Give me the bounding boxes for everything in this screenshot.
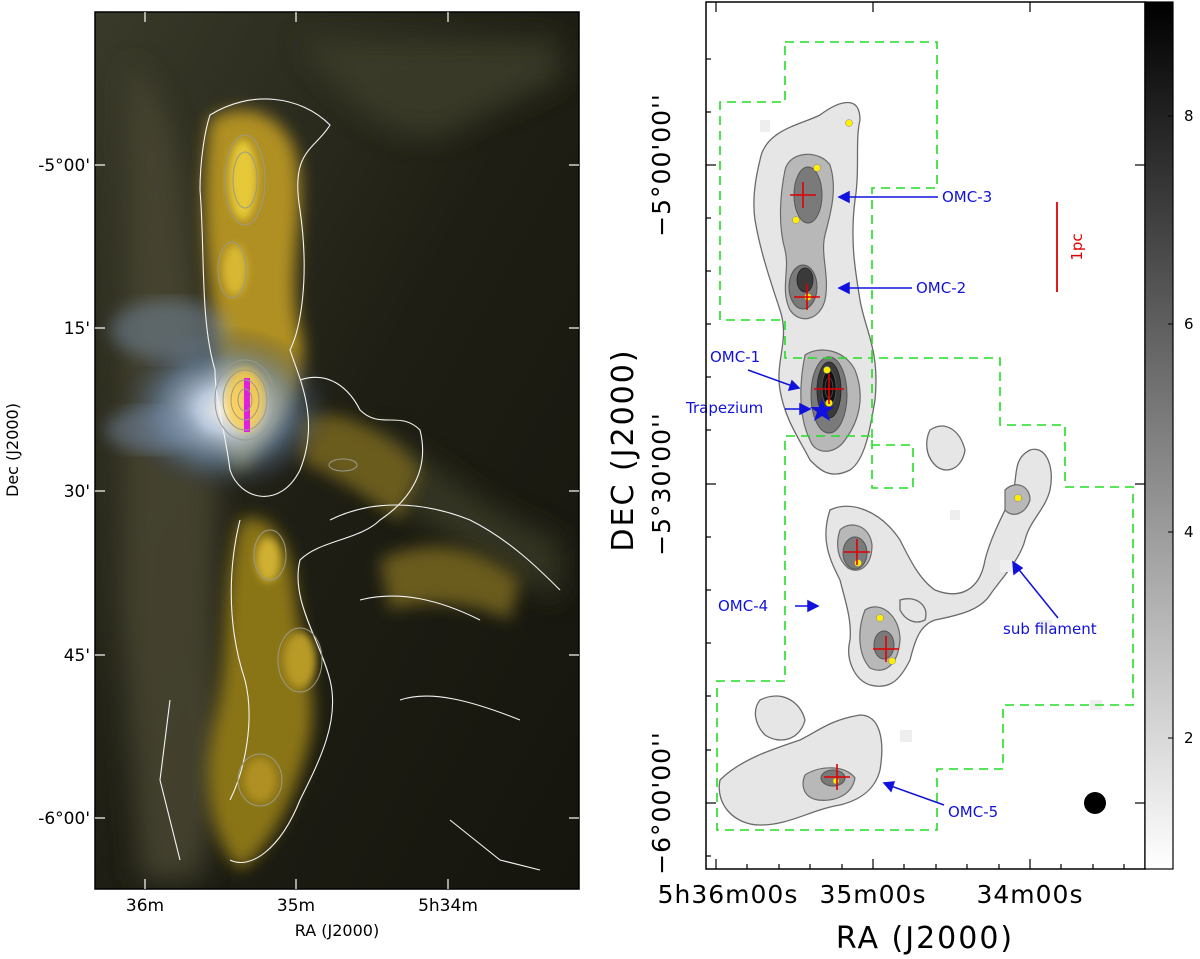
- left-dec-label-0: -5°00': [38, 156, 90, 176]
- grey-contours: [214, 134, 358, 807]
- right-dec-label-2: −6°00'00'': [647, 731, 676, 875]
- left-ra-label-1: 35m: [277, 896, 315, 916]
- annotation-omc3: OMC-3: [942, 188, 992, 206]
- colorbar-label-0: 8: [1184, 107, 1194, 125]
- left-x-axis-title: RA (J2000): [295, 921, 379, 940]
- right-ticks: [706, 2, 1145, 869]
- trapezium-star-icon: [810, 398, 834, 421]
- right-dec-label-1: −5°30'00'': [647, 412, 676, 556]
- left-dec-label-2: 30': [64, 482, 90, 502]
- colorbar-label-1: 6: [1184, 315, 1194, 333]
- left-dec-label-4: -6°00': [38, 809, 90, 829]
- left-dec-label-3: 45': [64, 646, 90, 666]
- right-panel: OMC-3 OMC-2 OMC-4 sub filament OMC-5 1pc…: [606, 1, 1194, 956]
- right-ra-label-1: 35m00s: [819, 880, 926, 909]
- annotation-omc4: OMC-4: [718, 597, 768, 615]
- column-density-map: OMC-3 OMC-2 OMC-4 sub filament OMC-5 1pc: [716, 41, 1134, 831]
- colorbar: [1144, 1, 1174, 870]
- annotation-trapezium-outer: Trapezium: [685, 399, 763, 417]
- annotation-omc1-outer: OMC-1: [710, 348, 760, 366]
- scale-bar-label: 1pc: [1068, 233, 1086, 260]
- right-dec-label-0: −5°00'00'': [647, 93, 676, 237]
- herschel-composite-image: [95, 12, 579, 889]
- red-cross-markers: [790, 182, 899, 790]
- left-dec-label-1: 15': [64, 319, 90, 339]
- right-y-axis-title: DEC (J2000): [606, 348, 641, 551]
- annotation-sub-filament: sub filament: [1003, 620, 1097, 638]
- colorbar-label-2: 4: [1184, 523, 1194, 541]
- colorbar-label-3: 2: [1184, 729, 1194, 747]
- left-frame: [94, 11, 580, 890]
- omc1-marker: [244, 378, 250, 432]
- white-contours: [159, 98, 561, 871]
- left-inner-ticks: [95, 12, 579, 889]
- colorbar-ticks: [1168, 115, 1173, 739]
- annotation-omc5: OMC-5: [948, 803, 998, 821]
- left-panel: -5°00' 15' 30' 45' -6°00' 36m 35m 5h34m …: [3, 11, 580, 940]
- right-ra-label-2: 34m00s: [976, 880, 1083, 909]
- left-y-axis-title: Dec (J2000): [3, 403, 22, 497]
- annotation-omc2: OMC-2: [916, 279, 966, 297]
- beam-size-circle: [1084, 792, 1106, 814]
- right-ra-label-0: 5h36m00s: [658, 880, 799, 909]
- survey-region-outline: [716, 41, 1134, 831]
- annotation-arrows: [747, 190, 1059, 806]
- left-ra-label-2: 5h34m: [418, 896, 478, 916]
- right-x-axis-title: RA (J2000): [836, 921, 1014, 956]
- left-ra-label-0: 36m: [126, 896, 164, 916]
